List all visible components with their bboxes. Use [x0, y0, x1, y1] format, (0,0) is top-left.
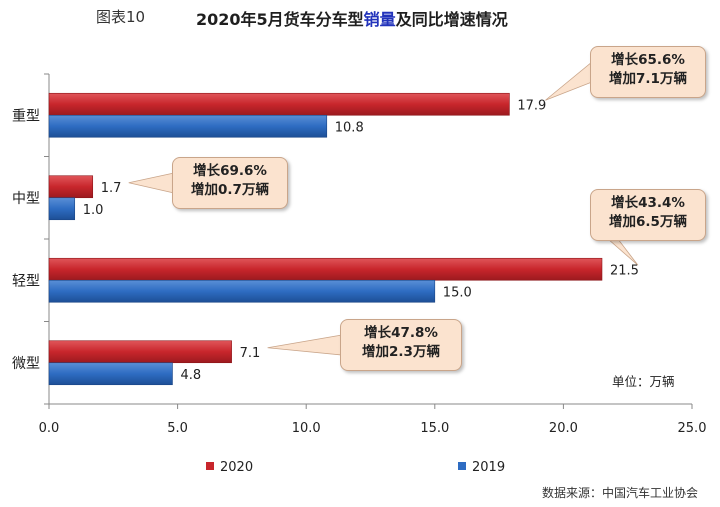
callout-pointer: [545, 61, 593, 101]
value-label: 7.1: [240, 346, 261, 361]
x-tick-label: 15.0: [420, 421, 449, 436]
unit-label: 单位：万辆: [612, 374, 675, 389]
callout-heavy: 增长65.6% 增加7.1万辆: [590, 46, 706, 98]
callout-mini-growth: 增长47.8%: [364, 325, 438, 341]
callout-light-growth: 增长43.4%: [611, 195, 685, 211]
bar-2019: [48, 279, 436, 303]
x-tick-label: 10.0: [292, 421, 321, 436]
category-label: 重型: [12, 108, 40, 124]
title-highlight: 销量: [363, 10, 396, 29]
value-label: 1.0: [83, 203, 104, 218]
figure-number: 图表10: [96, 8, 146, 26]
legend-label-2020: 2020: [220, 460, 253, 475]
x-tick-label: 0.0: [39, 421, 60, 436]
legend-swatch-2020: [206, 462, 214, 470]
x-tick-label: 25.0: [678, 421, 707, 436]
callout-mini: 增长47.8% 增加2.3万辆: [340, 319, 462, 371]
legend-label-2019: 2019: [472, 460, 505, 475]
callout-mini-increase: 增加2.3万辆: [362, 344, 440, 360]
title-suffix: 及同比增速情况: [395, 10, 508, 29]
value-label: 1.7: [101, 181, 122, 196]
category-label: 微型: [12, 356, 40, 372]
callout-medium-increase: 增加0.7万辆: [191, 182, 269, 198]
data-source: 数据来源：中国汽车工业协会: [541, 486, 698, 500]
callout-light-increase: 增加6.5万辆: [609, 214, 687, 230]
value-label: 4.8: [180, 368, 201, 383]
callout-heavy-growth: 增长65.6%: [611, 52, 685, 68]
value-label: 15.0: [443, 285, 472, 300]
x-tick-label: 20.0: [549, 421, 578, 436]
value-label: 17.9: [517, 98, 546, 113]
bar-2020: [48, 340, 232, 364]
callout-pointer: [128, 172, 175, 194]
category-label: 轻型: [12, 273, 40, 289]
legend-swatch-2019: [458, 462, 466, 470]
bar-2019: [48, 114, 328, 138]
title-prefix: 2020年5月货车分车型: [196, 10, 364, 29]
value-label: 21.5: [610, 263, 639, 278]
title-main: 2020年5月货车分车型销量及同比增速情况: [196, 6, 508, 30]
callout-medium-growth: 增长69.6%: [193, 163, 267, 179]
x-tick-label: 5.0: [167, 421, 188, 436]
value-label: 10.8: [335, 120, 364, 135]
callout-medium: 增长69.6% 增加0.7万辆: [172, 157, 288, 209]
category-label: 中型: [12, 191, 40, 207]
bar-2020: [48, 92, 510, 116]
callout-heavy-increase: 增加7.1万辆: [609, 71, 687, 87]
bar-2019: [48, 362, 173, 386]
bar-2020: [48, 175, 94, 199]
bar-2019: [48, 197, 76, 221]
callout-light: 增长43.4% 增加6.5万辆: [590, 189, 706, 241]
chart-title: 图表10 2020年5月货车分车型销量及同比增速情况: [0, 4, 720, 30]
callout-pointer: [267, 334, 343, 356]
bar-2020: [48, 257, 603, 281]
